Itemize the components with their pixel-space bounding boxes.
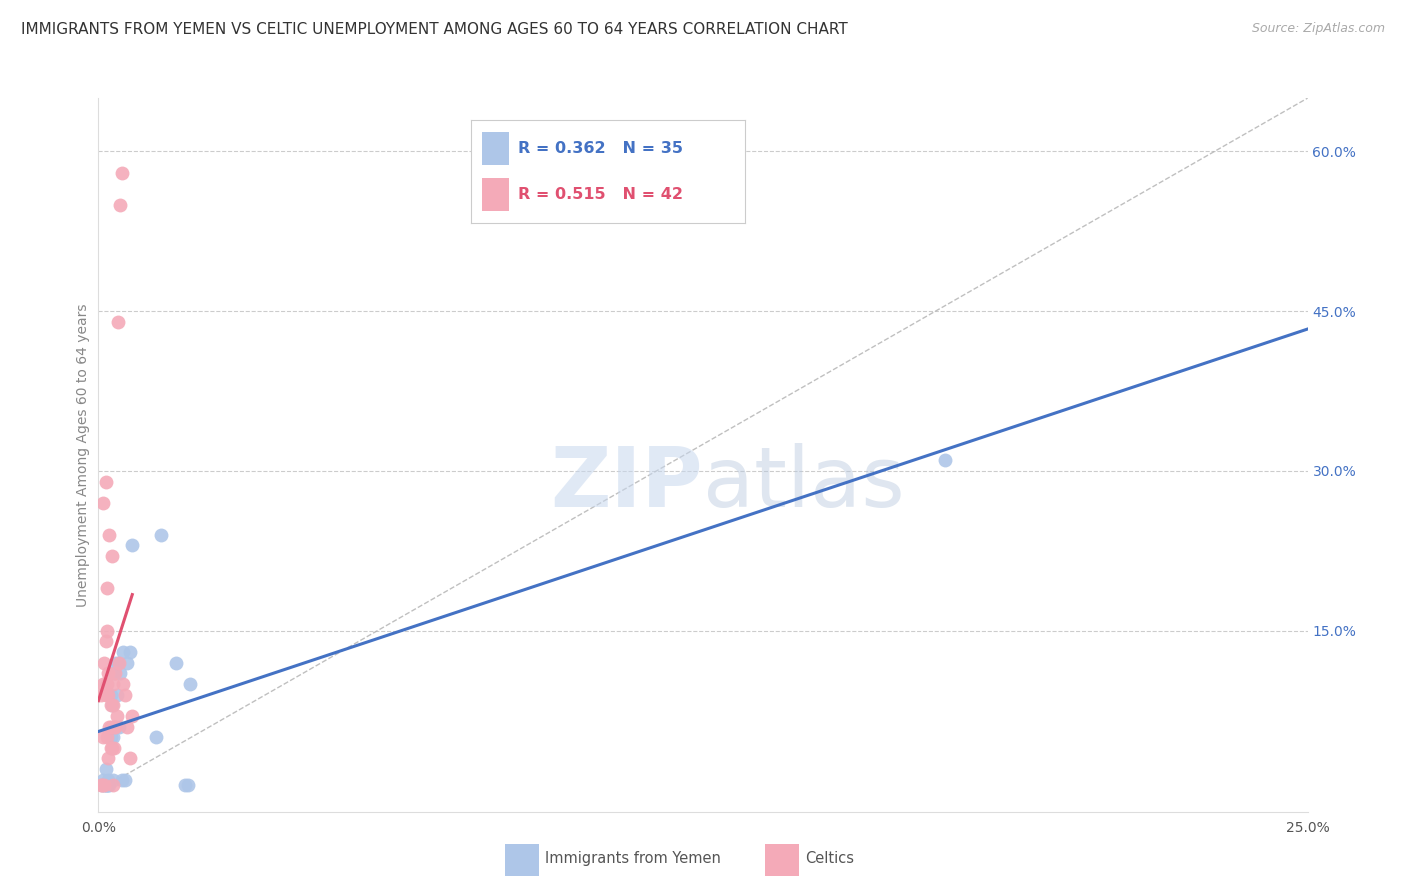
Point (111, 645, 134, 659)
Text: R = 0.362   N = 35: R = 0.362 N = 35 (517, 141, 683, 155)
Point (104, 719, 127, 733)
Y-axis label: Unemployment Among Ages 60 to 64 years: Unemployment Among Ages 60 to 64 years (76, 303, 90, 607)
Point (90, 688, 112, 702)
Point (165, 656, 187, 670)
Point (107, 315, 129, 329)
Point (100, 719, 122, 733)
Point (101, 698, 124, 713)
FancyBboxPatch shape (765, 844, 799, 876)
Point (101, 677, 124, 691)
Point (101, 740, 124, 755)
Point (100, 688, 122, 702)
Point (97, 666, 120, 681)
Point (103, 719, 125, 733)
Point (118, 751, 141, 765)
Point (91, 778, 114, 792)
Point (103, 740, 125, 755)
Point (101, 549, 124, 563)
Point (145, 730, 167, 744)
Text: Celtics: Celtics (806, 851, 853, 866)
Point (96, 581, 118, 595)
Point (91, 730, 114, 744)
Point (107, 719, 129, 733)
Point (111, 677, 134, 691)
Point (118, 645, 141, 659)
Point (104, 656, 127, 670)
Point (94, 688, 117, 702)
Point (91, 677, 114, 691)
Point (114, 688, 136, 702)
Point (93, 778, 115, 792)
Point (96, 624, 118, 638)
Point (104, 666, 127, 681)
Point (101, 772, 124, 787)
Point (90, 778, 112, 792)
Text: Source: ZipAtlas.com: Source: ZipAtlas.com (1251, 22, 1385, 36)
Point (121, 709, 143, 723)
Point (100, 740, 122, 755)
Point (117, 719, 139, 733)
Point (105, 709, 128, 723)
Point (94, 762, 117, 776)
Point (98, 778, 121, 792)
FancyBboxPatch shape (482, 132, 509, 164)
Point (96, 778, 118, 792)
Point (97, 751, 120, 765)
FancyBboxPatch shape (505, 844, 538, 876)
Point (97, 778, 120, 792)
Point (111, 166, 134, 180)
Point (114, 772, 136, 787)
Point (98, 719, 121, 733)
Point (100, 698, 122, 713)
Point (91, 496, 114, 510)
Point (117, 656, 139, 670)
Point (111, 772, 134, 787)
Point (179, 677, 201, 691)
Text: ZIP: ZIP (551, 443, 703, 524)
Point (97, 688, 120, 702)
Text: atlas: atlas (703, 443, 904, 524)
Point (91, 778, 114, 792)
Point (103, 666, 125, 681)
Point (96, 677, 118, 691)
Point (108, 197, 131, 211)
Point (101, 698, 124, 713)
Point (101, 778, 124, 792)
Point (107, 656, 129, 670)
Point (934, 453, 956, 467)
Point (94, 475, 117, 489)
Point (108, 666, 131, 681)
Point (121, 538, 143, 552)
Text: IMMIGRANTS FROM YEMEN VS CELTIC UNEMPLOYMENT AMONG AGES 60 TO 64 YEARS CORRELATI: IMMIGRANTS FROM YEMEN VS CELTIC UNEMPLOY… (21, 22, 848, 37)
Text: Immigrants from Yemen: Immigrants from Yemen (546, 851, 721, 866)
Point (93, 656, 115, 670)
Point (96, 778, 118, 792)
Text: R = 0.515   N = 42: R = 0.515 N = 42 (517, 186, 683, 202)
Point (93, 778, 115, 792)
Point (94, 778, 117, 792)
FancyBboxPatch shape (482, 178, 509, 211)
Point (94, 634, 117, 648)
Point (98, 528, 121, 542)
Point (101, 730, 124, 744)
Point (150, 528, 173, 542)
Point (91, 772, 114, 787)
Point (174, 778, 197, 792)
Point (97, 772, 120, 787)
Point (107, 656, 129, 670)
Point (177, 778, 200, 792)
Point (105, 688, 128, 702)
Point (96, 730, 118, 744)
Point (100, 730, 122, 744)
Point (104, 719, 127, 733)
